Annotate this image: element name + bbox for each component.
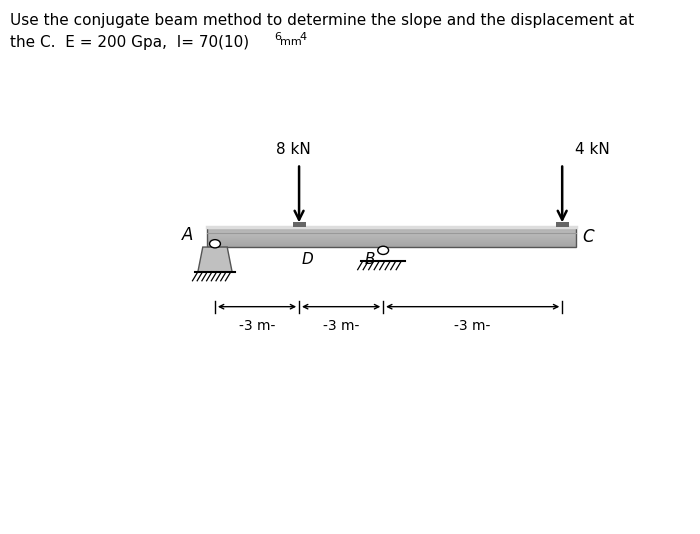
Bar [207, 233, 575, 234]
Text: B: B [364, 252, 374, 267]
Polygon shape [198, 247, 232, 272]
Bar [207, 244, 575, 245]
Text: -3 m-: -3 m- [454, 319, 491, 333]
Bar [556, 222, 568, 227]
Text: -3 m-: -3 m- [323, 319, 359, 333]
Bar [207, 242, 575, 243]
Bar [207, 241, 575, 242]
Bar [207, 245, 575, 246]
Bar [207, 236, 575, 237]
Text: Use the conjugate beam method to determine the slope and the displacement at: Use the conjugate beam method to determi… [10, 13, 635, 28]
Bar [207, 227, 575, 229]
Text: C: C [582, 228, 594, 246]
Bar [207, 240, 575, 241]
Bar [207, 246, 575, 247]
Text: 4 kN: 4 kN [575, 143, 610, 158]
Text: 4: 4 [300, 32, 307, 42]
Bar [293, 222, 306, 227]
Text: 8 kN: 8 kN [276, 143, 311, 158]
Bar [207, 243, 575, 244]
Bar [207, 234, 575, 235]
Text: D: D [302, 252, 314, 267]
Bar [207, 229, 575, 230]
Bar [207, 232, 575, 233]
Text: the C.  E = 200 Gpa,  I= 70(10): the C. E = 200 Gpa, I= 70(10) [10, 35, 250, 50]
Text: A: A [182, 226, 193, 244]
Text: 6: 6 [274, 32, 281, 42]
Text: -3 m-: -3 m- [239, 319, 275, 333]
Bar [207, 227, 575, 247]
Circle shape [378, 246, 388, 255]
Bar [207, 239, 575, 240]
Bar [207, 238, 575, 239]
Bar [207, 235, 575, 236]
Bar [207, 231, 575, 232]
Bar [207, 230, 575, 231]
Circle shape [209, 240, 220, 248]
Bar [207, 237, 575, 238]
Text: mm: mm [280, 37, 302, 48]
